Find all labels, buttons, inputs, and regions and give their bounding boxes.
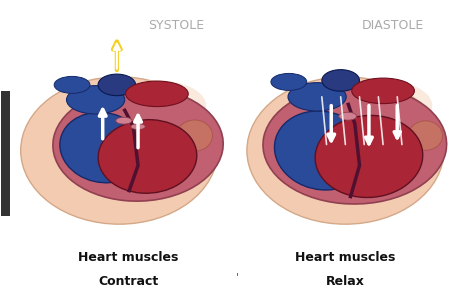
Ellipse shape xyxy=(66,86,125,114)
Ellipse shape xyxy=(108,80,206,131)
Ellipse shape xyxy=(322,70,359,91)
Text: Contract: Contract xyxy=(99,275,159,288)
Ellipse shape xyxy=(334,80,432,131)
Text: Relax: Relax xyxy=(326,275,365,288)
Ellipse shape xyxy=(53,88,223,201)
Ellipse shape xyxy=(60,112,146,183)
Ellipse shape xyxy=(126,81,188,107)
Ellipse shape xyxy=(339,112,357,120)
Ellipse shape xyxy=(116,117,132,124)
Ellipse shape xyxy=(54,76,90,93)
Ellipse shape xyxy=(131,124,145,129)
Ellipse shape xyxy=(274,111,369,190)
Text: Heart muscles: Heart muscles xyxy=(295,251,396,264)
Ellipse shape xyxy=(177,120,212,151)
Text: SYSTOLE: SYSTOLE xyxy=(148,19,204,32)
Text: Heart muscles: Heart muscles xyxy=(78,251,179,264)
Text: ': ' xyxy=(236,272,238,282)
Ellipse shape xyxy=(409,121,443,150)
Ellipse shape xyxy=(271,73,307,90)
Ellipse shape xyxy=(352,78,414,104)
Bar xyxy=(1,91,10,216)
Ellipse shape xyxy=(263,85,447,204)
Ellipse shape xyxy=(98,120,197,193)
Ellipse shape xyxy=(21,77,218,224)
Text: DIASTOLE: DIASTOLE xyxy=(361,19,424,32)
Ellipse shape xyxy=(98,74,136,96)
Ellipse shape xyxy=(247,77,444,224)
Ellipse shape xyxy=(288,83,346,111)
Ellipse shape xyxy=(315,115,423,197)
